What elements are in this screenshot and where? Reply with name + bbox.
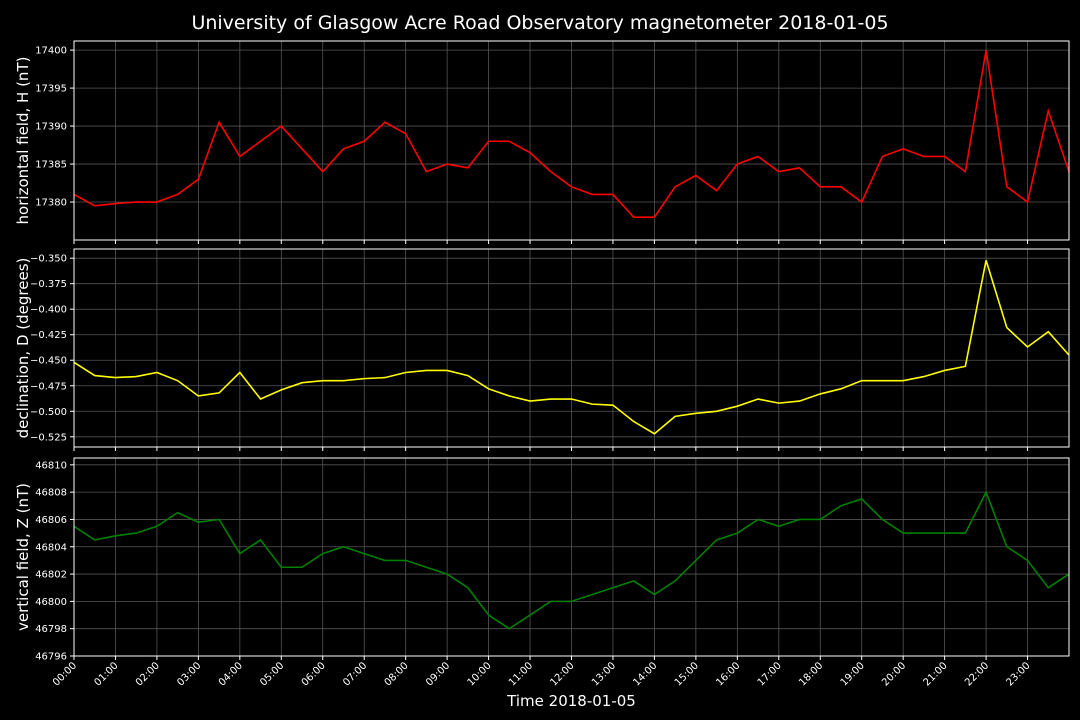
y-tick-label: −0.425 [30,330,67,341]
plot-frame [73,40,1070,241]
y-tick-label: 46810 [35,460,67,471]
chart-title: University of Glasgow Acre Road Observat… [191,12,888,34]
y-tick-label: 17390 [35,122,67,133]
y-tick-label: 46804 [35,542,67,553]
y-tick-label: 46808 [35,488,67,499]
y-tick-label: −0.375 [30,279,67,290]
y-tick-label: 46798 [35,624,67,635]
y-axis-label: vertical field, Z (nT) [14,483,32,631]
data-line [73,490,1070,630]
data-line [73,49,1070,219]
y-tick-label: −0.500 [30,407,67,418]
y-tick-label: 46796 [35,652,67,663]
y-tick-label: −0.525 [30,432,67,443]
x-axis-label: Time 2018-01-05 [506,692,636,710]
y-tick-label: −0.475 [30,381,67,392]
y-tick-label: 17385 [35,160,67,171]
y-tick-label: 46800 [35,597,67,608]
y-tick-label: −0.350 [30,254,67,265]
y-tick-label: 17400 [35,46,67,57]
y-axis-label: declination, D (degrees) [14,258,32,439]
data-line [73,259,1070,435]
plot-frame [73,248,1070,448]
y-tick-label: 46802 [35,570,67,581]
y-tick-label: 46806 [35,515,67,526]
y-tick-label: −0.400 [30,305,67,316]
y-tick-label: 17380 [35,198,67,209]
y-tick-label: 17395 [35,84,67,95]
y-tick-label: −0.450 [30,356,67,367]
y-axis-label: horizontal field, H (nT) [14,57,32,225]
plot-frame [73,457,1070,657]
